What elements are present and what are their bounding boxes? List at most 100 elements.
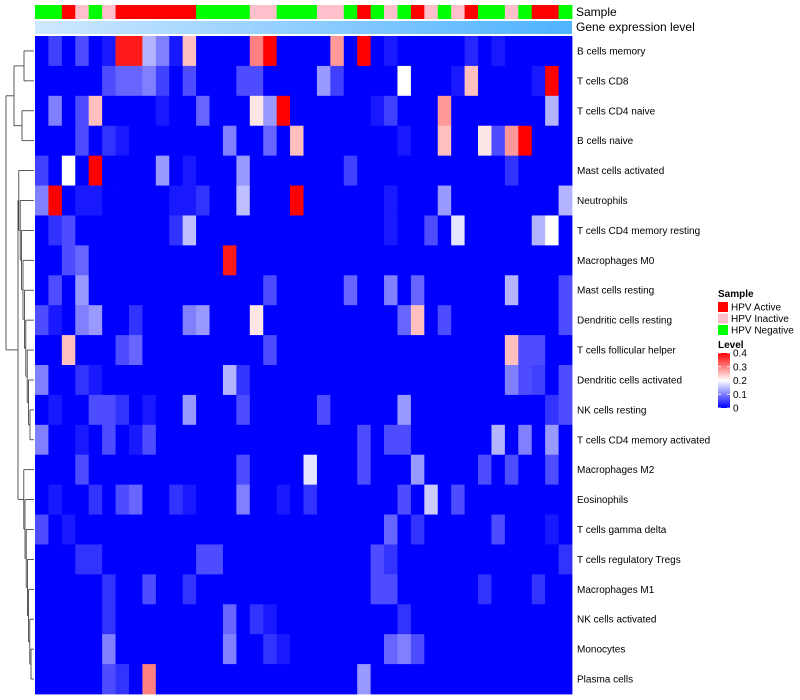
heatmap-cell (236, 454, 251, 486)
heatmap-cell (316, 215, 331, 246)
heatmap-cell (102, 125, 116, 157)
heatmap-cell (196, 245, 210, 276)
heatmap-cell (75, 335, 90, 366)
heatmap-cell (142, 634, 157, 665)
heatmap-cell (410, 424, 425, 456)
heatmap-cell (263, 215, 278, 246)
heatmap-cell (370, 454, 385, 486)
heatmap-cell (169, 484, 184, 515)
heatmap-cell (236, 155, 251, 186)
heatmap-cell (249, 275, 264, 306)
heatmap-cell (236, 305, 251, 336)
heatmap-cell (290, 544, 304, 575)
heatmap-cell (410, 125, 425, 157)
heatmap-cell (155, 634, 170, 665)
heatmap-cell (424, 424, 439, 456)
sample-cell (35, 5, 49, 19)
sample-legend-swatch (718, 325, 728, 335)
heatmap-cell (88, 215, 103, 246)
heatmap-cell (397, 484, 412, 515)
row-label: T cells follicular helper (577, 346, 676, 357)
heatmap-cell (531, 125, 546, 157)
heatmap-cell (128, 574, 143, 605)
heatmap-cell (276, 65, 291, 97)
heatmap-cell (531, 484, 546, 515)
heatmap-cell (115, 544, 130, 575)
heatmap-cell (316, 335, 331, 366)
sample-legend-label: HPV Inactive (731, 314, 789, 325)
heatmap-cell (437, 634, 452, 665)
heatmap-cell (451, 305, 465, 336)
heatmap-cell (451, 65, 465, 97)
heatmap-cell (276, 454, 291, 486)
heatmap-cell (558, 125, 573, 157)
heatmap-cell (75, 305, 90, 336)
heatmap-cell (478, 484, 492, 515)
heatmap-cell (451, 484, 465, 515)
heatmap-cell (35, 36, 49, 67)
heatmap-cell (437, 335, 452, 366)
heatmap-cell (236, 335, 251, 366)
heatmap-cell (75, 215, 90, 246)
heatmap-cell (303, 185, 318, 216)
heatmap-cell (397, 305, 412, 336)
heatmap-cell (61, 65, 76, 97)
heatmap-cell (316, 305, 331, 336)
heatmap-cell (48, 634, 63, 665)
heatmap-cell (290, 394, 304, 426)
heatmap-cell (236, 65, 251, 97)
row-label: Macrophages M2 (577, 465, 655, 476)
heatmap-cell (330, 604, 345, 635)
heatmap-cell (504, 215, 519, 246)
heatmap-cell (330, 125, 345, 157)
heatmap-cell (115, 65, 130, 97)
heatmap-cell (128, 185, 143, 216)
heatmap-cell (491, 544, 506, 575)
heatmap-cell (558, 305, 573, 336)
heatmap-cell (384, 125, 398, 157)
heatmap-cell (370, 574, 385, 605)
heatmap-cell (263, 574, 278, 605)
heatmap-cell (357, 544, 372, 575)
heatmap-cell (75, 544, 90, 575)
heatmap-cell (357, 664, 372, 695)
heatmap-cell (410, 305, 425, 336)
heatmap-cell (303, 36, 318, 67)
heatmap-cell (276, 125, 291, 157)
heatmap-cell (209, 36, 224, 67)
heatmap-cell (75, 245, 90, 276)
heatmap-cell (263, 394, 278, 426)
heatmap-cell (464, 634, 479, 665)
sample-cell (142, 5, 157, 19)
heatmap-cell (451, 155, 465, 186)
heatmap-cell (276, 36, 291, 67)
heatmap-cell (249, 185, 264, 216)
heatmap-cell (437, 514, 452, 545)
heatmap-cell (410, 514, 425, 545)
heatmap-cell (142, 305, 157, 336)
heatmap-cell (222, 514, 237, 545)
heatmap-cell (451, 394, 465, 426)
heatmap-cell (88, 424, 103, 456)
annotation-label-sample: Sample (576, 5, 617, 19)
heatmap-cell (249, 125, 264, 157)
heatmap-cell (370, 65, 385, 97)
heatmap-cell (155, 484, 170, 515)
heatmap-cell (276, 484, 291, 515)
sample-cell (169, 5, 184, 19)
heatmap-cell (451, 604, 465, 635)
heatmap-cell (115, 335, 130, 366)
heatmap-cell (222, 245, 237, 276)
heatmap-cell (451, 634, 465, 665)
heatmap-cell (169, 275, 184, 306)
heatmap-cell (222, 544, 237, 575)
heatmap-cell (357, 634, 372, 665)
heatmap-cell (102, 95, 116, 127)
heatmap-cell (209, 424, 224, 456)
heatmap-cell (424, 95, 439, 127)
heatmap-cell (384, 95, 398, 127)
heatmap-cell (504, 125, 519, 157)
heatmap-cell (155, 215, 170, 246)
heatmap-cell (545, 424, 559, 456)
heatmap-cell (491, 365, 506, 396)
